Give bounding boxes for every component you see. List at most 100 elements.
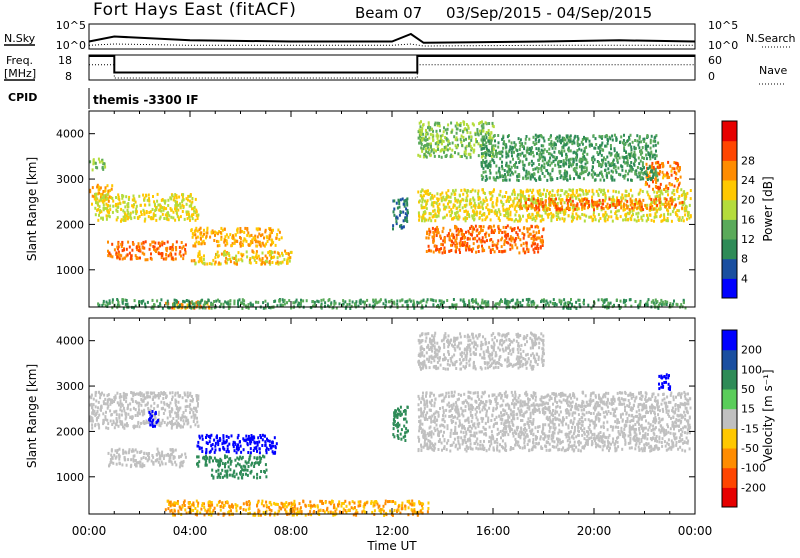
power-cell [163,242,165,245]
power-cell [417,191,419,194]
power-cell [127,241,129,244]
power-cell [515,302,517,305]
power-cell [570,149,572,152]
power-cell [549,164,551,167]
power-cell [496,172,498,175]
power-cell [548,213,550,216]
power-cell [544,148,546,151]
velocity-cell [189,403,191,406]
power-cell [242,298,244,301]
power-cell [170,197,172,200]
power-cell [206,301,208,304]
power-cell [109,205,111,208]
velocity-cell [178,401,180,404]
power-cell [100,193,102,196]
power-cell [572,190,574,193]
power-cell [526,242,528,245]
power-cell [516,179,518,182]
power-cell [213,300,215,303]
power-cell [144,220,146,223]
power-cell [548,143,550,146]
velocity-cell [196,394,198,397]
velocity-cell [140,422,142,425]
power-cell [650,139,652,142]
velocity-cell [129,402,131,405]
power-cell [650,147,652,150]
velocity-cell [174,422,176,425]
power-cell [571,203,573,206]
power-cell [583,193,585,196]
power-cell [616,196,618,199]
power-cell [655,150,657,153]
noise-left-label: N.Sky [4,32,36,45]
velocity-cell [120,399,122,402]
power-cell [456,127,458,130]
power-cell [469,131,471,134]
power-cell [215,300,217,303]
power-cell [624,194,626,197]
power-cell [440,243,442,246]
power-cell [272,229,274,232]
power-cell [459,251,461,254]
velocity-cell [184,392,186,395]
power-cell [658,173,660,176]
velocity-cell [116,420,118,423]
velocity-cell [164,392,166,395]
power-cell [481,156,483,159]
power-cell [466,199,468,202]
power-cell [136,246,138,249]
power-cell [654,157,656,160]
power-cell [505,146,507,149]
power-cell [519,141,521,144]
power-cell [193,210,195,213]
power-cell [298,302,300,305]
power-cell [551,178,553,181]
power-cell [630,204,632,207]
power-cell [456,136,458,139]
power-cell [571,304,573,307]
velocity-cell [171,398,173,401]
power-cell [458,233,460,236]
power-cell [172,194,174,197]
power-cell [525,201,527,204]
power-cell [483,161,485,164]
power-cell [484,192,486,195]
power-cell [243,231,245,234]
power-cell [520,244,522,247]
power-cell [541,135,543,138]
power-cell [507,210,509,213]
power-region [191,249,293,265]
power-cell [623,299,625,302]
power-cell [138,249,140,252]
power-cell [656,204,658,207]
power-cell [488,246,490,249]
power-cell [542,228,544,231]
power-cell [598,194,600,197]
power-cell [151,258,153,261]
power-cell [679,202,681,205]
power-colorbar-swatch [722,219,737,239]
velocity-cell [187,422,189,425]
power-cell [300,301,302,304]
power-cell [246,228,248,231]
power-cell [507,242,509,245]
noise-left-tick-top: 10^5 [56,19,86,32]
power-cell [116,255,118,258]
power-cell [678,170,680,173]
velocity-cell [185,399,187,402]
power-cell [103,207,105,210]
power-cell [539,156,541,159]
power-cell [257,240,259,243]
power-cell [425,150,427,153]
power-cell [268,261,270,264]
power-cell [651,170,653,173]
power-cell [165,213,167,216]
power-cell [214,234,216,237]
power-cell [630,179,632,182]
power-cell [542,144,544,147]
power-cell [651,205,653,208]
power-cell [182,300,184,303]
power-cell [439,235,441,238]
power-cell [580,203,582,206]
power-cell [450,196,452,199]
